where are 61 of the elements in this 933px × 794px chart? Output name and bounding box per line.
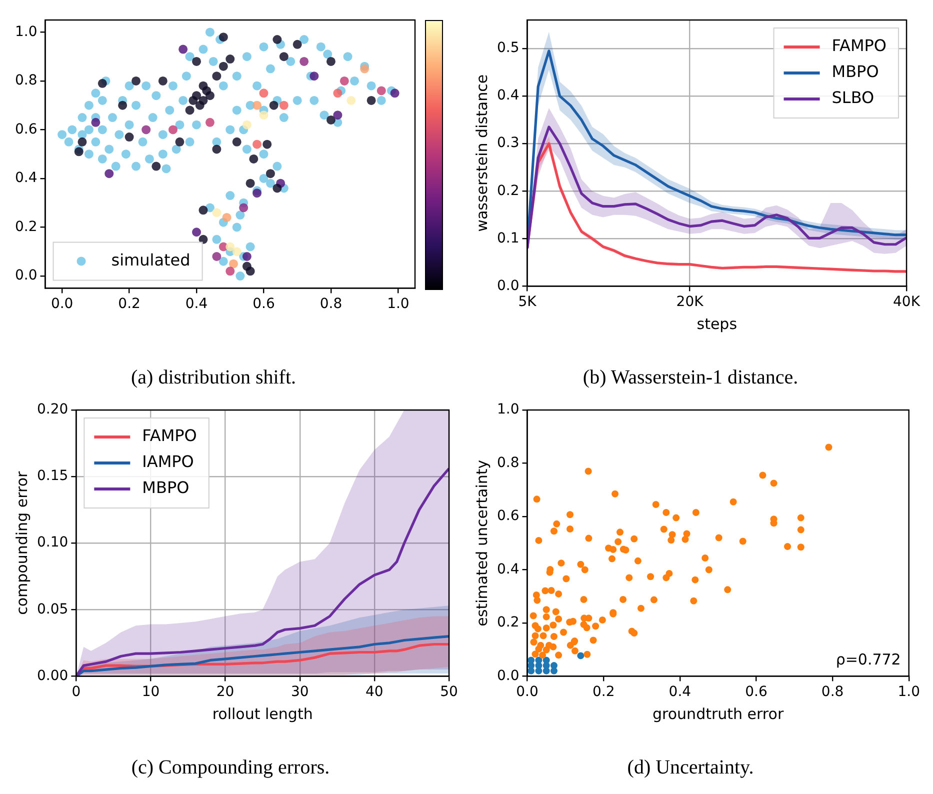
y-tick-label: 0.3 — [497, 135, 520, 152]
y-tick-label: 1.0 — [15, 24, 38, 40]
y-axis-title: compounding error — [12, 470, 31, 615]
legend-label: SLBO — [832, 88, 874, 108]
y-tick-label: 0.4 — [497, 88, 520, 104]
x-tick-label: 50 — [440, 684, 458, 700]
x-axis-title: rollout length — [212, 704, 313, 723]
legend-label: FAMPO — [832, 36, 887, 56]
x-tick-label: 0.8 — [821, 684, 844, 700]
y-axis-title: wasserstein distance — [472, 74, 491, 232]
x-tick-label: 0.8 — [320, 296, 342, 312]
y-tick-label: 1.0 — [497, 402, 520, 418]
x-tick-label: 0.4 — [668, 684, 692, 700]
y-tick-label: 0.00 — [37, 668, 68, 684]
y-tick-label: 0.10 — [37, 534, 68, 551]
x-tick-label: 20K — [676, 294, 704, 310]
x-tick-label: 0 — [72, 684, 81, 700]
legend-label: MBPO — [832, 62, 879, 82]
y-tick-label: 0.2 — [497, 614, 520, 631]
y-tick-label: 0.8 — [15, 72, 38, 89]
y-tick-label: 0.6 — [15, 121, 38, 138]
x-tick-label: 1.0 — [898, 684, 920, 700]
x-tick-label: 30 — [290, 684, 309, 700]
legend-label: FAMPO — [142, 426, 197, 446]
x-axis-title: steps — [696, 314, 738, 333]
legend-label: IAMPO — [142, 452, 194, 472]
x-tick-label: 1.0 — [387, 296, 410, 312]
y-tick-label: 0.0 — [15, 268, 38, 284]
y-tick-label: 0.2 — [497, 182, 520, 199]
x-tick-label: 0.6 — [252, 296, 275, 312]
x-tick-label: 5K — [518, 294, 538, 310]
text: (a) distribution shift. — [131, 366, 296, 388]
y-tick-label: 0.6 — [497, 508, 520, 524]
x-axis-title: groundtruth error — [652, 704, 784, 723]
text: (b) Wasserstein-1 distance. — [582, 366, 798, 388]
x-tick-label: 40K — [893, 294, 921, 310]
y-tick-label: 0.1 — [497, 230, 520, 246]
y-tick-label: 0.2 — [15, 218, 38, 235]
y-axis-title: estimated uncertainty — [472, 460, 491, 626]
y-tick-label: 0.5 — [497, 40, 520, 56]
x-tick-label: 0.2 — [118, 296, 140, 312]
y-tick-label: 0.0 — [497, 668, 520, 684]
y-tick-label: 0.15 — [37, 468, 68, 484]
x-tick-label: 0.4 — [185, 296, 208, 312]
y-tick-label: 0.4 — [497, 561, 520, 578]
x-tick-label: 10 — [142, 684, 160, 700]
x-tick-label: 0.0 — [516, 684, 538, 700]
x-tick-label: 40 — [366, 684, 384, 700]
x-tick-label: 0.2 — [592, 684, 615, 700]
text: (d) Uncertainty. — [627, 756, 754, 778]
y-tick-label: 0.20 — [37, 402, 68, 418]
y-tick-label: 0.8 — [497, 454, 520, 471]
y-tick-label: 0.0 — [497, 278, 520, 294]
y-tick-label: 0.05 — [37, 601, 68, 618]
legend-label: MBPO — [142, 478, 190, 498]
annotation: ρ=0.772 — [836, 650, 901, 669]
legend-label: simulated — [111, 250, 190, 270]
x-tick-label: 0.6 — [745, 684, 768, 700]
text: (c) Compounding errors. — [131, 756, 330, 778]
x-tick-label: 20 — [216, 684, 234, 700]
y-tick-label: 0.4 — [15, 170, 38, 186]
